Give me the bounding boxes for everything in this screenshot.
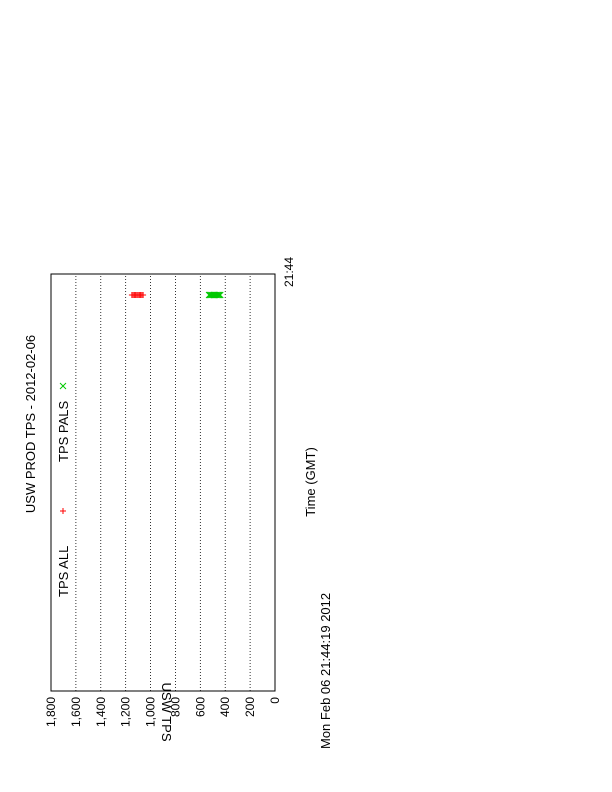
y-tick-label: 800 (168, 697, 182, 717)
point-tps-pals (206, 291, 214, 299)
y-tick-label: 1,000 (144, 697, 158, 727)
x-axis-ticks: 21:44 (282, 257, 296, 287)
point-tps-pals (205, 291, 213, 299)
y-axis-label: USW TPS (159, 683, 174, 742)
chart-title: USW PROD TPS - 2012-02-06 (23, 335, 38, 513)
gridlines (75, 274, 251, 691)
y-tick-label: 1,200 (119, 697, 133, 727)
x-tick-label: 21:44 (282, 257, 296, 287)
data-points (128, 291, 224, 299)
legend-marker-tps-all (60, 508, 66, 514)
plot-area (50, 273, 276, 692)
y-tick-label: 400 (218, 697, 232, 717)
y-tick-label: 200 (243, 697, 257, 717)
y-tick-label: 0 (268, 697, 282, 704)
x-axis-label: Time (GMT) (303, 447, 318, 517)
y-tick-label: 600 (193, 697, 207, 717)
point-tps-pals (208, 291, 215, 299)
legend-label-tps-pals: TPS PALS (56, 400, 71, 462)
y-tick-label: 1,400 (94, 697, 108, 727)
y-axis-ticks: 0 200 400 600 800 1,000 1,200 1,400 1,600 1,800 (44, 697, 282, 727)
legend-marker-tps-pals (59, 382, 67, 390)
timestamp: Mon Feb 06 21:44:19 2012 (318, 593, 333, 749)
legend-label-tps-all: TPS ALL (56, 546, 71, 597)
legend: TPS ALL TPS PALS (56, 382, 71, 597)
y-tick-label: 1,800 (44, 697, 58, 727)
y-tick-label: 1,600 (69, 697, 83, 727)
point-tps-all (128, 292, 135, 298)
